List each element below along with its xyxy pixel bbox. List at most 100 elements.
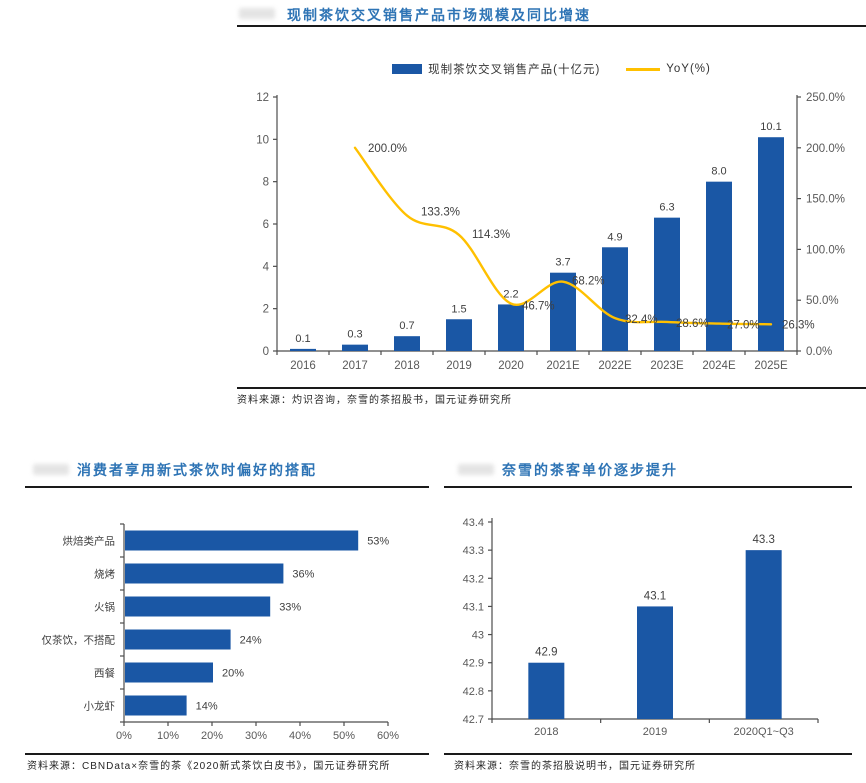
svg-text:8: 8 [263,177,269,189]
source-divider [444,753,852,755]
pairing-preference-chart-canvas: 0% 10% 20% 30% 40% 50% 60% 53% 烘焙类产品 36% 烧烤 33% 火锅 24… [42,523,399,742]
pairing-preference-chart-section: 消费者享用新式茶饮时偏好的搭配 0% 10% 20% 30% 40% 50% 60% 53% 烘… [25,452,429,774]
legend-item-bar-series: 现制茶饮交叉销售产品(十亿元) [392,61,600,77]
svg-text:2018: 2018 [394,360,420,372]
svg-text:8.0: 8.0 [711,166,726,178]
svg-text:200.0%: 200.0% [806,143,845,155]
svg-text:3.7: 3.7 [555,257,570,269]
avg-ticket-chart-canvas: 42.7 42.8 42.9 43 43.1 43.2 43.3 43.4 42.9 2018 43… [463,517,819,738]
svg-text:1.5: 1.5 [451,303,466,315]
svg-text:2.2: 2.2 [503,288,518,300]
market-source-note: 资料来源：灼识咨询，奈雪的茶招股书，国元证券研究所 [237,395,512,406]
svg-text:27.0%: 27.0% [727,320,760,332]
svg-text:6: 6 [263,219,269,231]
source-divider [25,753,429,755]
svg-text:烘焙类产品: 烘焙类产品 [63,535,116,548]
svg-text:32.4%: 32.4% [625,314,658,326]
svg-text:2023E: 2023E [650,360,684,372]
svg-text:0.1: 0.1 [295,333,310,345]
svg-text:68.2%: 68.2% [572,276,605,288]
title-underline [444,486,852,488]
svg-text:10%: 10% [157,730,179,742]
svg-text:2022E: 2022E [598,360,632,372]
title-underline [237,25,866,27]
svg-text:36%: 36% [292,569,314,581]
avg-ticket-chart-section: 奈雪的茶客单价逐步提升 42.7 42.8 42.9 43 43.1 43.2 43.3 43… [444,452,852,774]
svg-text:114.3%: 114.3% [472,229,510,241]
svg-text:43.4: 43.4 [463,517,484,529]
pairing-source-note: 资料来源：CBNData×奈雪的茶《2020新式茶饮白皮书》，国元证券研究所 [27,761,391,772]
svg-text:20%: 20% [222,668,244,680]
svg-text:2017: 2017 [342,360,368,372]
figure-number-redacted [33,464,69,475]
svg-text:133.3%: 133.3% [421,207,460,219]
avg-ticket-source-note: 资料来源：奈雪的茶招股说明书，国元证券研究所 [454,761,696,772]
svg-text:2016: 2016 [290,360,316,372]
svg-text:60%: 60% [377,730,399,742]
svg-text:42.8: 42.8 [463,686,484,698]
svg-text:46.7%: 46.7% [522,301,555,313]
svg-text:24%: 24% [240,635,262,647]
svg-text:0.7: 0.7 [399,320,414,332]
svg-text:2025E: 2025E [754,360,788,372]
svg-text:2019: 2019 [643,726,667,738]
svg-text:2024E: 2024E [702,360,736,372]
svg-text:0.0%: 0.0% [806,346,832,358]
avg-ticket-chart-title: 奈雪的茶客单价逐步提升 [502,462,678,478]
svg-text:50%: 50% [333,730,355,742]
svg-text:26.3%: 26.3% [782,319,815,331]
svg-text:0%: 0% [116,730,132,742]
svg-text:烧烤: 烧烤 [94,568,115,581]
svg-text:0.3: 0.3 [347,329,362,341]
svg-text:43.1: 43.1 [463,601,484,613]
svg-text:42.9: 42.9 [463,658,484,670]
svg-text:100.0%: 100.0% [806,244,845,256]
svg-text:43.2: 43.2 [463,573,484,585]
figure-number-redacted [239,8,275,19]
svg-text:250.0%: 250.0% [806,92,845,104]
line-series-swatch [626,67,661,71]
svg-text:火锅: 火锅 [94,602,115,614]
svg-text:50.0%: 50.0% [806,295,839,307]
svg-text:12: 12 [256,92,269,104]
svg-text:53%: 53% [367,536,389,548]
svg-text:28.6%: 28.6% [676,318,709,330]
svg-text:10.1: 10.1 [760,121,781,133]
market-chart-title: 现制茶饮交叉销售产品市场规模及同比增速 [287,7,591,23]
market-size-chart-canvas: 0 2 4 6 8 10 12 0.0% 50.0% 100.0% 150.0% 200.0% 250.… [256,92,845,372]
svg-text:仅茶饮，不搭配: 仅茶饮，不搭配 [42,634,116,647]
svg-text:43.3: 43.3 [752,534,774,546]
pairing-chart-title: 消费者享用新式茶饮时偏好的搭配 [77,462,317,478]
bar-series-swatch [392,64,423,74]
svg-text:33%: 33% [279,602,301,614]
svg-text:43.1: 43.1 [644,590,666,602]
market-chart-legend: 现制茶饮交叉销售产品(十亿元) YoY(%) [237,61,866,77]
market-size-chart-section: 现制茶饮交叉销售产品市场规模及同比增速 现制茶饮交叉销售产品(十亿元) YoY(… [237,2,866,408]
svg-text:4: 4 [263,261,270,273]
title-underline [25,486,429,488]
svg-text:43.3: 43.3 [463,545,484,557]
svg-text:6.3: 6.3 [659,202,674,214]
svg-text:4.9: 4.9 [607,231,622,243]
legend-item-line-series: YoY(%) [626,63,711,75]
source-divider [237,387,866,389]
svg-text:小龙虾: 小龙虾 [84,700,116,713]
svg-text:200.0%: 200.0% [368,143,407,155]
svg-text:42.9: 42.9 [535,647,557,659]
svg-text:14%: 14% [196,701,218,713]
line-series-label: YoY(%) [666,63,711,75]
svg-text:2020Q1~Q3: 2020Q1~Q3 [734,726,794,738]
svg-text:10: 10 [256,134,269,146]
bar-series-label: 现制茶饮交叉销售产品(十亿元) [428,64,601,76]
svg-text:2019: 2019 [446,360,472,372]
svg-text:2020: 2020 [498,360,524,372]
svg-text:2: 2 [263,304,269,316]
svg-text:西餐: 西餐 [94,667,115,680]
svg-text:2018: 2018 [534,726,558,738]
svg-text:2021E: 2021E [546,360,580,372]
svg-text:40%: 40% [289,730,311,742]
svg-text:30%: 30% [245,730,267,742]
svg-text:20%: 20% [201,730,223,742]
svg-text:0: 0 [263,346,269,358]
svg-text:43: 43 [472,630,484,642]
